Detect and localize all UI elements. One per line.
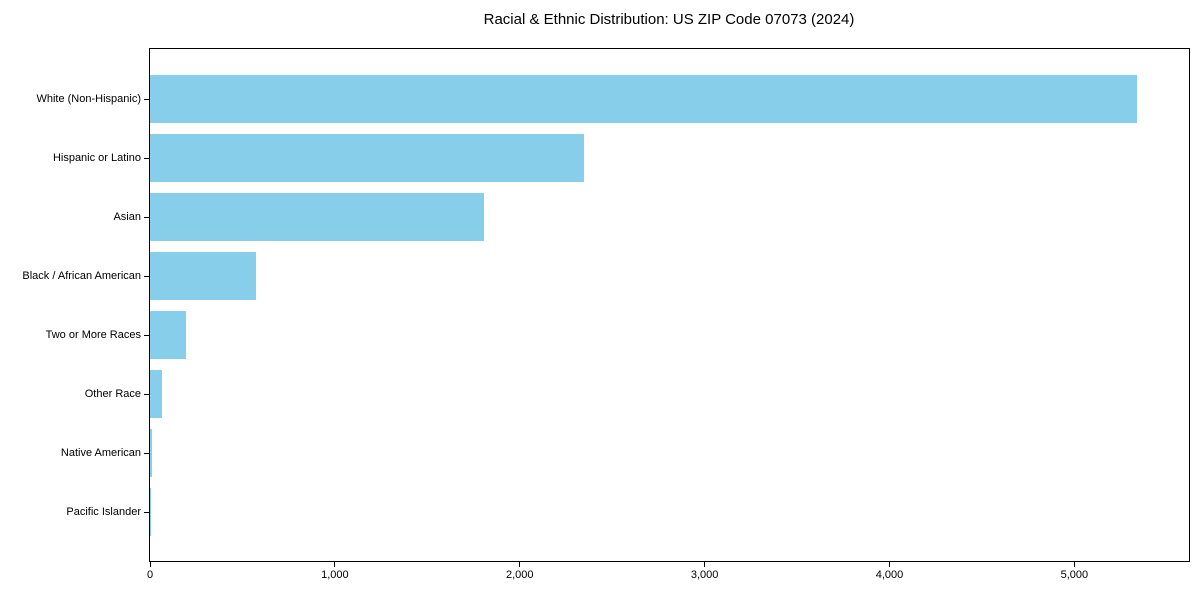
x-tick-label-3000: 3,000 (690, 569, 719, 581)
x-tick-mark (334, 562, 336, 567)
bar-white-non-hispanic (150, 74, 1138, 123)
y-tick-mark (144, 511, 149, 513)
x-tick-label-0: 0 (146, 569, 154, 581)
x-tick-label-4000: 4,000 (875, 569, 904, 581)
bar-pacific-islander (150, 487, 151, 536)
x-tick-mark (149, 562, 151, 567)
bar-two-or-more-races (150, 310, 187, 359)
y-tick-mark (144, 98, 149, 100)
y-tick-label-asian: Asian (113, 210, 141, 223)
y-tick-mark (144, 452, 149, 454)
y-tick-label-white-non-hispanic: White (Non-Hispanic) (36, 92, 141, 105)
y-tick-label-black-african-american: Black / African American (22, 269, 141, 282)
x-tick-label-1000: 1,000 (321, 569, 349, 581)
bar-black-african-american (150, 251, 257, 300)
y-tick-label-other-race: Other Race (84, 387, 141, 400)
y-tick-mark (144, 393, 149, 395)
x-tick-mark (704, 562, 706, 567)
y-tick-mark (144, 216, 149, 218)
x-tick-mark (889, 562, 890, 567)
plot-area (149, 48, 1190, 562)
x-tick-mark (519, 562, 521, 567)
bar-asian (150, 192, 484, 241)
y-tick-mark (144, 157, 149, 159)
y-tick-label-native-american: Native American (60, 446, 141, 459)
y-tick-mark (144, 334, 149, 336)
chart-title: Racial & Ethnic Distribution: US ZIP Cod… (483, 11, 855, 28)
x-tick-mark (1073, 562, 1075, 567)
x-tick-label-5000: 5,000 (1060, 569, 1089, 581)
bar-native-american (150, 428, 152, 477)
y-tick-mark (144, 275, 149, 277)
y-tick-label-pacific-islander: Pacific Islander (66, 505, 141, 518)
bar-other-race (150, 369, 163, 418)
x-tick-label-2000: 2,000 (505, 569, 534, 581)
y-tick-label-hispanic-or-latino: Hispanic or Latino (52, 151, 141, 164)
y-tick-label-two-or-more-races: Two or More Races (45, 328, 141, 341)
bar-hispanic-or-latino (150, 133, 584, 182)
